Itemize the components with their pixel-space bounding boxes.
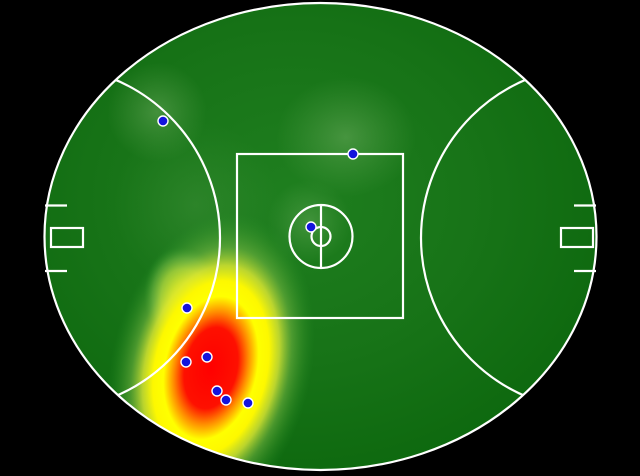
left-goal-square (49, 226, 85, 249)
data-point (305, 221, 317, 233)
data-point (347, 148, 359, 160)
right-goal-square (559, 226, 595, 249)
data-point (242, 397, 254, 409)
centre-square (235, 152, 405, 320)
data-point (157, 115, 169, 127)
data-point (201, 351, 213, 363)
data-point (181, 302, 193, 314)
data-point (211, 385, 223, 397)
field-boundary-line (43, 1, 598, 472)
data-point (180, 356, 192, 368)
density-glow (276, 77, 416, 197)
data-points (157, 115, 359, 409)
data-point (220, 394, 232, 406)
